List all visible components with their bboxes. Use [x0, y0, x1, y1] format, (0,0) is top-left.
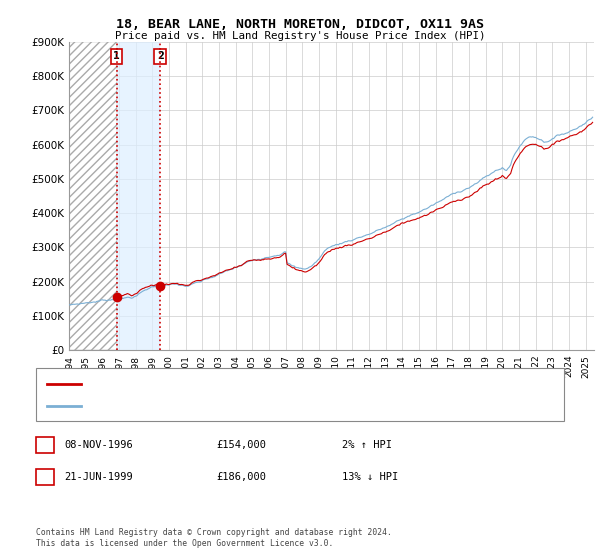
Text: £186,000: £186,000 [216, 472, 266, 482]
Text: Price paid vs. HM Land Registry's House Price Index (HPI): Price paid vs. HM Land Registry's House … [115, 31, 485, 41]
Text: 2: 2 [42, 472, 48, 482]
Bar [69, 42, 116, 350]
Text: 13% ↓ HPI: 13% ↓ HPI [342, 472, 398, 482]
Text: 1: 1 [113, 52, 120, 61]
Text: HPI: Average price, detached house, South Oxfordshire: HPI: Average price, detached house, Sout… [88, 402, 393, 410]
Text: 18, BEAR LANE, NORTH MORETON, DIDCOT, OX11 9AS (detached house): 18, BEAR LANE, NORTH MORETON, DIDCOT, OX… [88, 379, 451, 389]
Text: 2% ↑ HPI: 2% ↑ HPI [342, 440, 392, 450]
Text: Contains HM Land Registry data © Crown copyright and database right 2024.
This d: Contains HM Land Registry data © Crown c… [36, 528, 392, 548]
Text: 18, BEAR LANE, NORTH MORETON, DIDCOT, OX11 9AS: 18, BEAR LANE, NORTH MORETON, DIDCOT, OX… [116, 18, 484, 31]
Text: 2: 2 [157, 52, 164, 61]
Text: 1: 1 [42, 440, 48, 450]
Bar [116, 42, 160, 350]
Text: £154,000: £154,000 [216, 440, 266, 450]
Text: 21-JUN-1999: 21-JUN-1999 [64, 472, 133, 482]
Text: 08-NOV-1996: 08-NOV-1996 [64, 440, 133, 450]
